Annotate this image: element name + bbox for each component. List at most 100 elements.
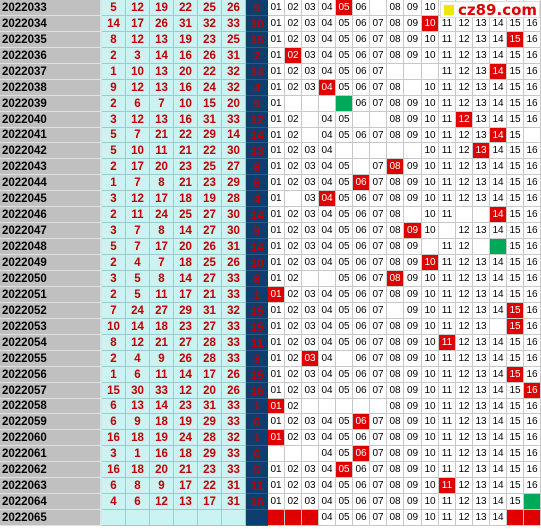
red-ball-number: 16 (174, 112, 198, 128)
separator (100, 255, 102, 271)
red-ball-number: 29 (222, 175, 246, 191)
blue-distribution-cell (319, 96, 336, 112)
blue-distribution-cell: 02 (285, 494, 302, 510)
blue-distribution-cell: 12 (456, 112, 473, 128)
red-ball-number (102, 510, 126, 526)
blue-distribution-cell: 07 (370, 207, 387, 223)
blue-distribution-cell: 14 (490, 462, 507, 478)
blue-distribution-cell: 09 (404, 399, 422, 414)
blue-distribution-cell (370, 112, 387, 128)
red-ball-number: 21 (174, 175, 198, 191)
red-ball-number (174, 510, 198, 526)
period-label: 2022065 (0, 510, 100, 526)
red-ball-number: 3 (102, 191, 126, 207)
blue-distribution-cell: 01 (268, 303, 285, 319)
blue-distribution-cell (370, 0, 387, 16)
red-ball-number: 33 (222, 446, 246, 462)
blue-distribution-cell (422, 239, 439, 255)
blue-distribution-cell: 12 (456, 159, 473, 175)
red-ball-number: 20 (174, 64, 198, 80)
blue-distribution-cell: 11 (439, 32, 456, 48)
red-ball-number: 23 (198, 32, 222, 48)
red-ball-number: 17 (150, 239, 174, 255)
blue-distribution-cell: 06 (353, 32, 370, 48)
blue-distribution-cell: 09 (404, 494, 422, 510)
red-ball-number: 33 (222, 271, 246, 287)
red-ball-number: 27 (198, 223, 222, 239)
blue-distribution-cell: 03 (302, 191, 319, 207)
blue-distribution-cell: 01 (268, 112, 285, 128)
blue-distribution-cell: 14 (490, 478, 507, 494)
blue-distribution-cell: 13 (473, 64, 490, 80)
blue-distribution-cell: 09 (404, 223, 422, 239)
blue-distribution-cell: 14 (490, 494, 507, 510)
blue-ball-number: 6 (246, 414, 268, 430)
blue-distribution-cell: 15 (507, 112, 524, 128)
blue-distribution-cell: 04 (319, 0, 336, 16)
blue-distribution-cell: 13 (473, 367, 490, 383)
separator (100, 143, 102, 159)
period-label: 2022059 (0, 414, 100, 430)
blue-distribution-cell: 09 (404, 175, 422, 191)
site-watermark: cz89.com (440, 0, 540, 19)
red-ball-number: 19 (174, 414, 198, 430)
blue-distribution-cell: 09 (404, 16, 422, 32)
blue-distribution-cell: 08 (387, 319, 404, 335)
blue-distribution-cell: 10 (422, 383, 439, 399)
period-label: 2022035 (0, 32, 100, 48)
red-ball-number: 31 (198, 112, 222, 128)
red-ball-number: 31 (198, 399, 222, 414)
blue-distribution-cell: 13 (473, 128, 490, 143)
blue-distribution-cell: 10 (422, 96, 439, 112)
red-ball-number: 20 (198, 383, 222, 399)
period-label: 2022033 (0, 0, 100, 16)
blue-distribution-cell: 09 (404, 48, 422, 64)
blue-distribution-cell: 13 (473, 48, 490, 64)
separator (100, 399, 102, 414)
blue-distribution-cell: 10 (422, 159, 439, 175)
separator (100, 112, 102, 128)
logo-text: cz89.com (458, 0, 538, 19)
blue-distribution-cell: 11 (439, 48, 456, 64)
blue-distribution-cell: 02 (285, 207, 302, 223)
red-ball-number: 10 (102, 319, 126, 335)
period-label: 2022052 (0, 303, 100, 319)
blue-distribution-cell: 03 (302, 462, 319, 478)
blue-distribution-cell: 14 (490, 383, 507, 399)
blue-distribution-cell: 01 (268, 239, 285, 255)
blue-distribution-cell: 08 (387, 510, 404, 526)
period-label: 2022048 (0, 239, 100, 255)
blue-ball-number: 1 (246, 430, 268, 446)
blue-distribution-cell: 06 (353, 494, 370, 510)
blue-distribution-cell: 16 (524, 32, 541, 48)
separator (100, 223, 102, 239)
blue-distribution-cell: 10 (422, 0, 439, 16)
separator (100, 239, 102, 255)
red-ball-number: 8 (102, 335, 126, 351)
blue-distribution-cell: 09 (404, 239, 422, 255)
blue-distribution-cell: 13 (473, 143, 490, 159)
blue-distribution-cell (439, 223, 456, 239)
blue-distribution-cell: 14 (490, 207, 507, 223)
blue-distribution-cell: 11 (439, 207, 456, 223)
blue-distribution-cell: 14 (490, 96, 507, 112)
blue-distribution-cell: 12 (456, 223, 473, 239)
blue-distribution-cell: 13 (473, 271, 490, 287)
blue-distribution-cell: 11 (439, 128, 456, 143)
blue-distribution-cell: 06 (353, 64, 370, 80)
red-ball-number: 3 (102, 223, 126, 239)
blue-distribution-cell: 05 (336, 191, 353, 207)
blue-distribution-cell: 05 (336, 383, 353, 399)
blue-distribution-cell: 14 (490, 64, 507, 80)
period-label: 2022036 (0, 48, 100, 64)
blue-distribution-cell: 02 (285, 112, 302, 128)
blue-distribution-cell: 15 (507, 191, 524, 207)
separator (100, 80, 102, 96)
blue-distribution-cell: 07 (370, 303, 387, 319)
period-label: 2022055 (0, 351, 100, 367)
red-ball-number: 31 (222, 48, 246, 64)
blue-distribution-cell (456, 207, 473, 223)
blue-distribution-cell: 05 (336, 96, 353, 112)
blue-distribution-cell: 15 (507, 303, 524, 319)
blue-distribution-cell: 06 (353, 207, 370, 223)
